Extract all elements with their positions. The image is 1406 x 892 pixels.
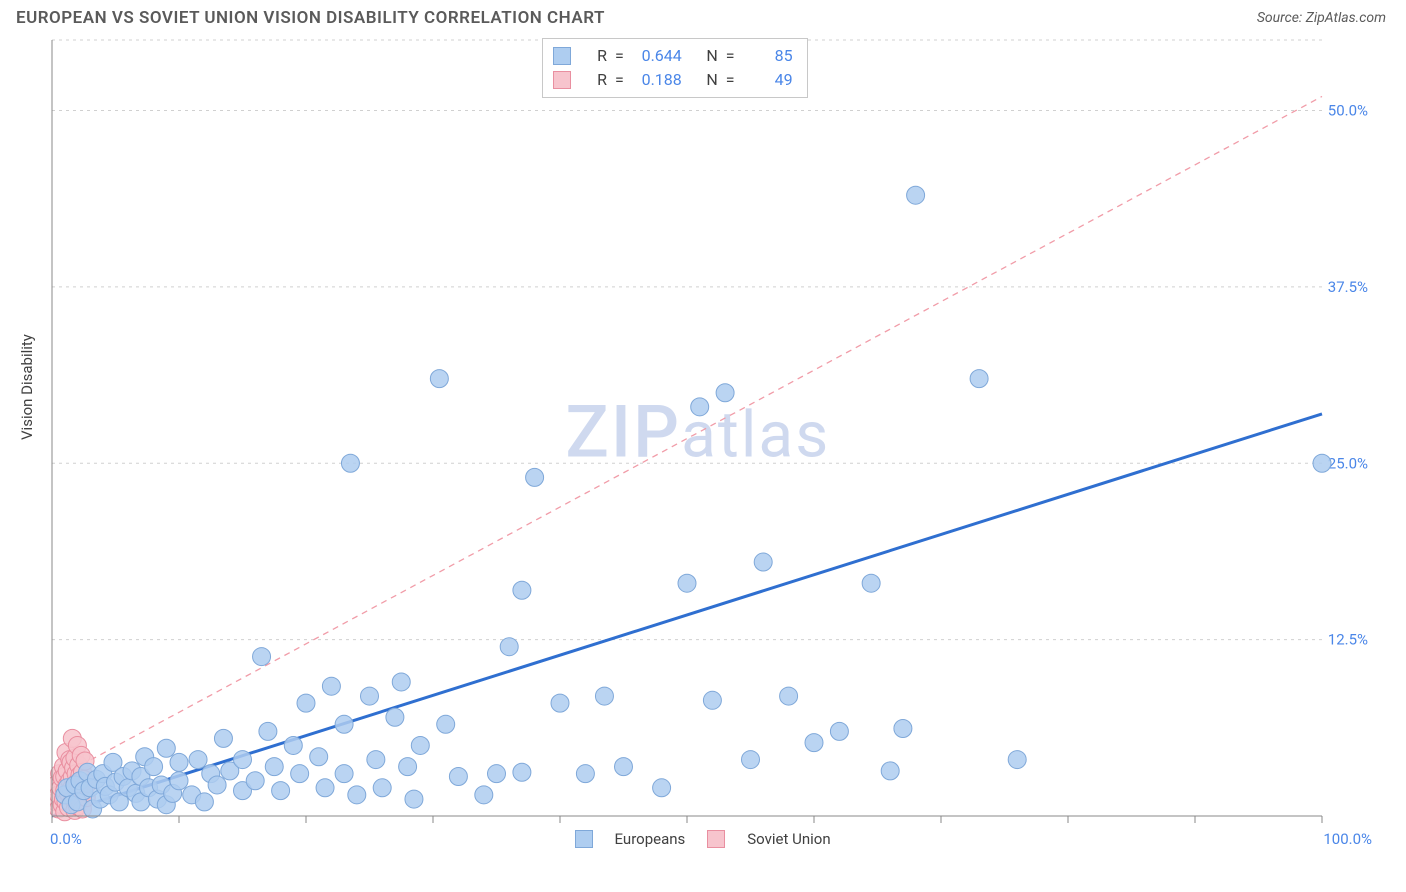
equals-sign: = <box>726 44 735 68</box>
r-label: R <box>579 68 607 92</box>
equals-sign: = <box>615 44 624 68</box>
r-label: R <box>579 44 607 68</box>
stats-row-soviet: R = 0.188 N = 49 <box>553 68 793 92</box>
n-value: 85 <box>743 44 793 68</box>
x-max-label: 100.0% <box>1323 830 1372 848</box>
svg-text:25.0%: 25.0% <box>1328 454 1368 472</box>
swatch-pink-icon <box>553 71 571 89</box>
stats-legend-box: R = 0.644 N = 85 R = 0.188 N = 49 <box>542 38 808 98</box>
bottom-legend: Europeans Soviet Union <box>575 830 831 848</box>
y-axis-label: Vision Disability <box>18 334 36 440</box>
scatter-plot: 12.5%25.0%37.5%50.0%ZIPatlas <box>50 38 1372 828</box>
swatch-pink-icon <box>707 830 725 848</box>
legend-label-europeans: Europeans <box>615 830 686 848</box>
svg-text:37.5%: 37.5% <box>1328 278 1368 296</box>
svg-text:12.5%: 12.5% <box>1328 631 1368 649</box>
swatch-blue-icon <box>575 830 593 848</box>
source-label: Source: ZipAtlas.com <box>1257 10 1386 26</box>
x-origin-label: 0.0% <box>50 830 82 848</box>
legend-label-soviet: Soviet Union <box>747 830 830 848</box>
r-value: 0.644 <box>632 44 682 68</box>
svg-text:50.0%: 50.0% <box>1328 102 1368 120</box>
equals-sign: = <box>726 68 735 92</box>
chart-title: EUROPEAN VS SOVIET UNION VISION DISABILI… <box>16 8 605 28</box>
swatch-blue-icon <box>553 47 571 65</box>
n-value: 49 <box>743 68 793 92</box>
n-label: N <box>690 68 718 92</box>
equals-sign: = <box>615 68 624 92</box>
r-value: 0.188 <box>632 68 682 92</box>
stats-row-europeans: R = 0.644 N = 85 <box>553 44 793 68</box>
n-label: N <box>690 44 718 68</box>
